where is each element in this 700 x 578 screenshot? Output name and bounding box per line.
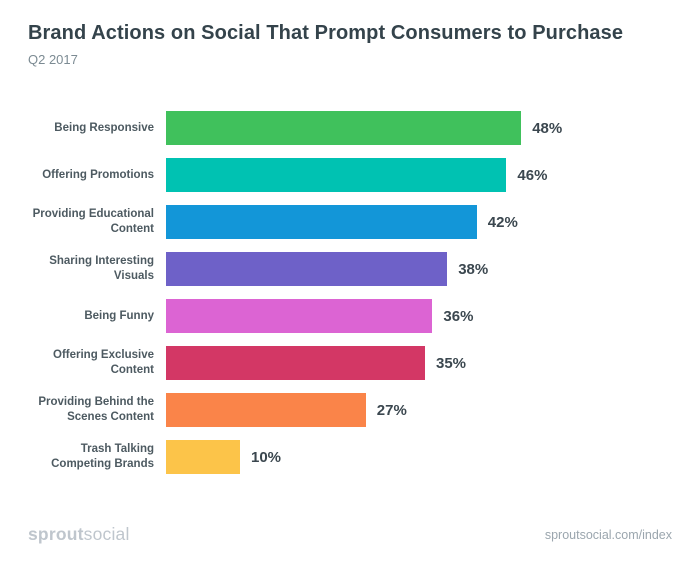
chart-row: Offering Promotions 46%	[28, 158, 700, 192]
value-label: 42%	[487, 213, 518, 231]
category-label: Being Funny	[84, 309, 154, 322]
value-label: 36%	[443, 307, 474, 325]
category-label: Offering Promotions	[42, 168, 154, 181]
category-label: Providing Behind the Scenes Content	[38, 396, 154, 423]
logo-social: social	[83, 524, 130, 544]
chart-header: Brand Actions on Social That Prompt Cons…	[0, 0, 700, 67]
chart-title: Brand Actions on Social That Prompt Cons…	[28, 22, 624, 44]
bar-0	[166, 111, 522, 145]
value-label: 27%	[376, 401, 407, 419]
value-label: 35%	[436, 354, 467, 372]
category-label: Providing Educational Content	[32, 208, 154, 235]
chart-footer: sproutsocial sproutsocial.com/index	[28, 524, 672, 545]
footer-link: sproutsocial.com/index	[544, 527, 672, 542]
bar-4	[166, 299, 433, 333]
category-label: Being Responsive	[54, 121, 154, 134]
chart-row: Sharing Interesting Visuals 38%	[28, 252, 700, 286]
bar-7	[166, 440, 240, 474]
category-label: Trash Talking Competing Brands	[51, 443, 154, 470]
bar-chart: Being Responsive 48% Offering Promotions 46…	[0, 111, 700, 474]
chart-row: Being Responsive 48%	[28, 111, 700, 145]
bar-2	[166, 205, 477, 239]
chart-row: Offering Exclusive Content 35%	[28, 346, 700, 380]
logo-sprout: sprout	[28, 524, 84, 544]
sproutsocial-logo: sproutsocial	[28, 524, 130, 545]
chart-row: Being Funny 36%	[28, 299, 700, 333]
value-label: 10%	[251, 448, 282, 466]
chart-subtitle: Q2 2017	[28, 52, 78, 67]
value-label: 38%	[458, 260, 489, 278]
chart-row: Providing Educational Content 42%	[28, 205, 700, 239]
category-label: Sharing Interesting Visuals	[49, 255, 154, 282]
value-label: 48%	[532, 119, 563, 137]
chart-row: Providing Behind the Scenes Content 27%	[28, 393, 700, 427]
bar-5	[166, 346, 425, 380]
bar-6	[166, 393, 366, 427]
value-label: 46%	[517, 166, 548, 184]
bar-3	[166, 252, 448, 286]
bar-1	[166, 158, 507, 192]
category-label: Offering Exclusive Content	[53, 349, 154, 376]
chart-row: Trash Talking Competing Brands 10%	[28, 440, 700, 474]
